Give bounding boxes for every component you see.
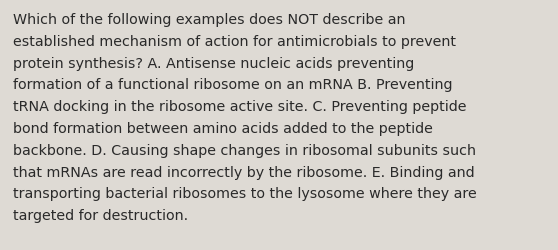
Text: transporting bacterial ribosomes to the lysosome where they are: transporting bacterial ribosomes to the … — [13, 187, 477, 200]
Text: established mechanism of action for antimicrobials to prevent: established mechanism of action for anti… — [13, 35, 456, 48]
Text: targeted for destruction.: targeted for destruction. — [13, 208, 188, 222]
Text: that mRNAs are read incorrectly by the ribosome. E. Binding and: that mRNAs are read incorrectly by the r… — [13, 165, 475, 179]
Text: backbone. D. Causing shape changes in ribosomal subunits such: backbone. D. Causing shape changes in ri… — [13, 143, 476, 157]
Text: tRNA docking in the ribosome active site. C. Preventing peptide: tRNA docking in the ribosome active site… — [13, 100, 466, 114]
Text: bond formation between amino acids added to the peptide: bond formation between amino acids added… — [13, 122, 433, 136]
Text: Which of the following examples does NOT describe an: Which of the following examples does NOT… — [13, 13, 406, 27]
Text: protein synthesis? A. Antisense nucleic acids preventing: protein synthesis? A. Antisense nucleic … — [13, 56, 414, 70]
Text: formation of a functional ribosome on an mRNA B. Preventing: formation of a functional ribosome on an… — [13, 78, 453, 92]
